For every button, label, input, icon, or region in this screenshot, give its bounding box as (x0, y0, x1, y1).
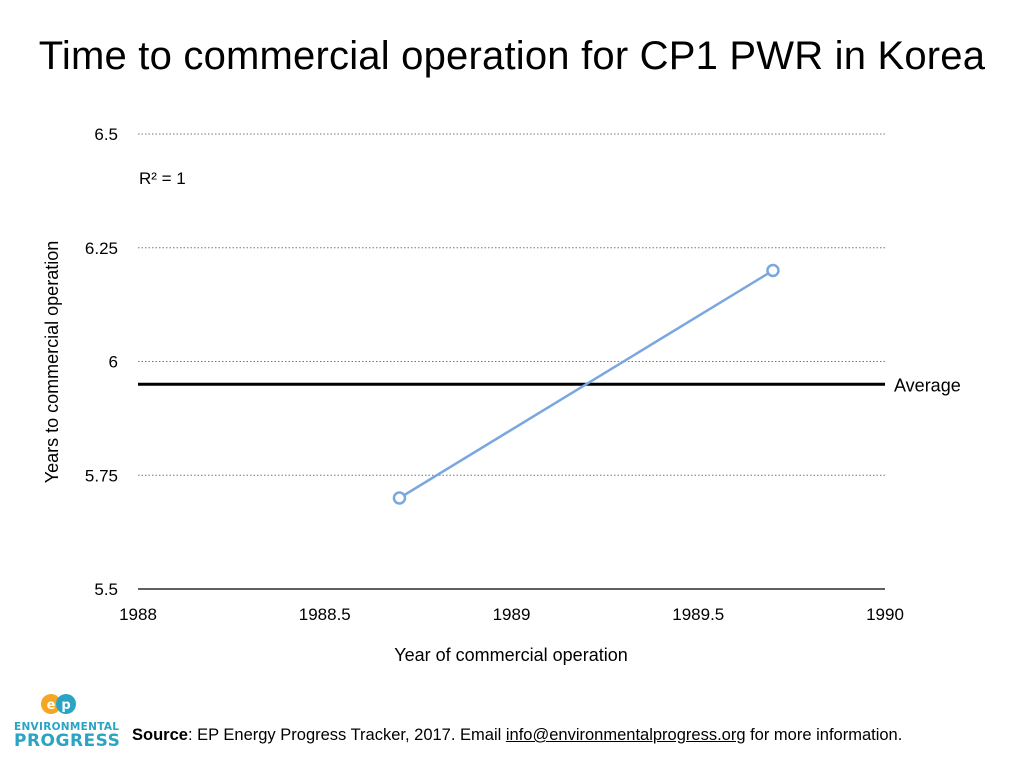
svg-text:p: p (61, 698, 70, 713)
x-tick-labels: 1988 1988.5 1989 1989.5 1990 (119, 605, 904, 624)
y-tick-labels: 6.5 6.25 6 5.75 5.5 (85, 125, 118, 599)
average-label: Average (894, 375, 961, 395)
x-tick-label: 1988.5 (299, 605, 351, 624)
environmental-progress-logo: e p ENVIRONMENTAL PROGRESS (14, 692, 121, 752)
source-text: : EP Energy Progress Tracker, 2017. Emai… (187, 726, 506, 744)
x-tick-label: 1989 (493, 605, 531, 624)
footer-suffix: for more information. (745, 726, 903, 744)
source-footer: Source: EP Energy Progress Tracker, 2017… (132, 726, 902, 745)
series-group (392, 263, 780, 505)
series-line (398, 269, 774, 500)
data-point (392, 491, 407, 505)
logo-text-line1: ENVIRONMENTAL (14, 721, 120, 733)
data-point (766, 263, 780, 278)
ep-logo-icon: e p (41, 694, 76, 714)
y-tick-label: 5.5 (94, 580, 118, 599)
chart-title: Time to commercial operation for CP1 PWR… (38, 34, 986, 78)
x-tick-label: 1988 (119, 605, 157, 624)
logo-text-line2: PROGRESS (14, 731, 121, 751)
y-tick-label: 5.75 (85, 466, 118, 485)
line-chart: 6.5 6.25 6 5.75 5.5 1988 1988.5 1989 1989.5 1990… (42, 125, 961, 665)
y-tick-label: 6.5 (94, 125, 118, 144)
y-tick-label: 6 (109, 353, 118, 372)
x-tick-label: 1990 (866, 605, 904, 624)
r-squared-annotation: R² = 1 (139, 169, 186, 188)
x-tick-label: 1989.5 (672, 605, 724, 624)
x-axis-label: Year of commercial operation (394, 645, 627, 665)
svg-text:e: e (47, 698, 56, 713)
email-link[interactable]: info@environmentalprogress.org (505, 726, 746, 744)
source-label: Source (132, 726, 188, 744)
y-tick-label: 6.25 (85, 239, 118, 258)
y-axis-label: Years to commercial operation (42, 241, 62, 483)
grid-lines (138, 133, 885, 590)
average-line-group: Average (138, 375, 961, 395)
